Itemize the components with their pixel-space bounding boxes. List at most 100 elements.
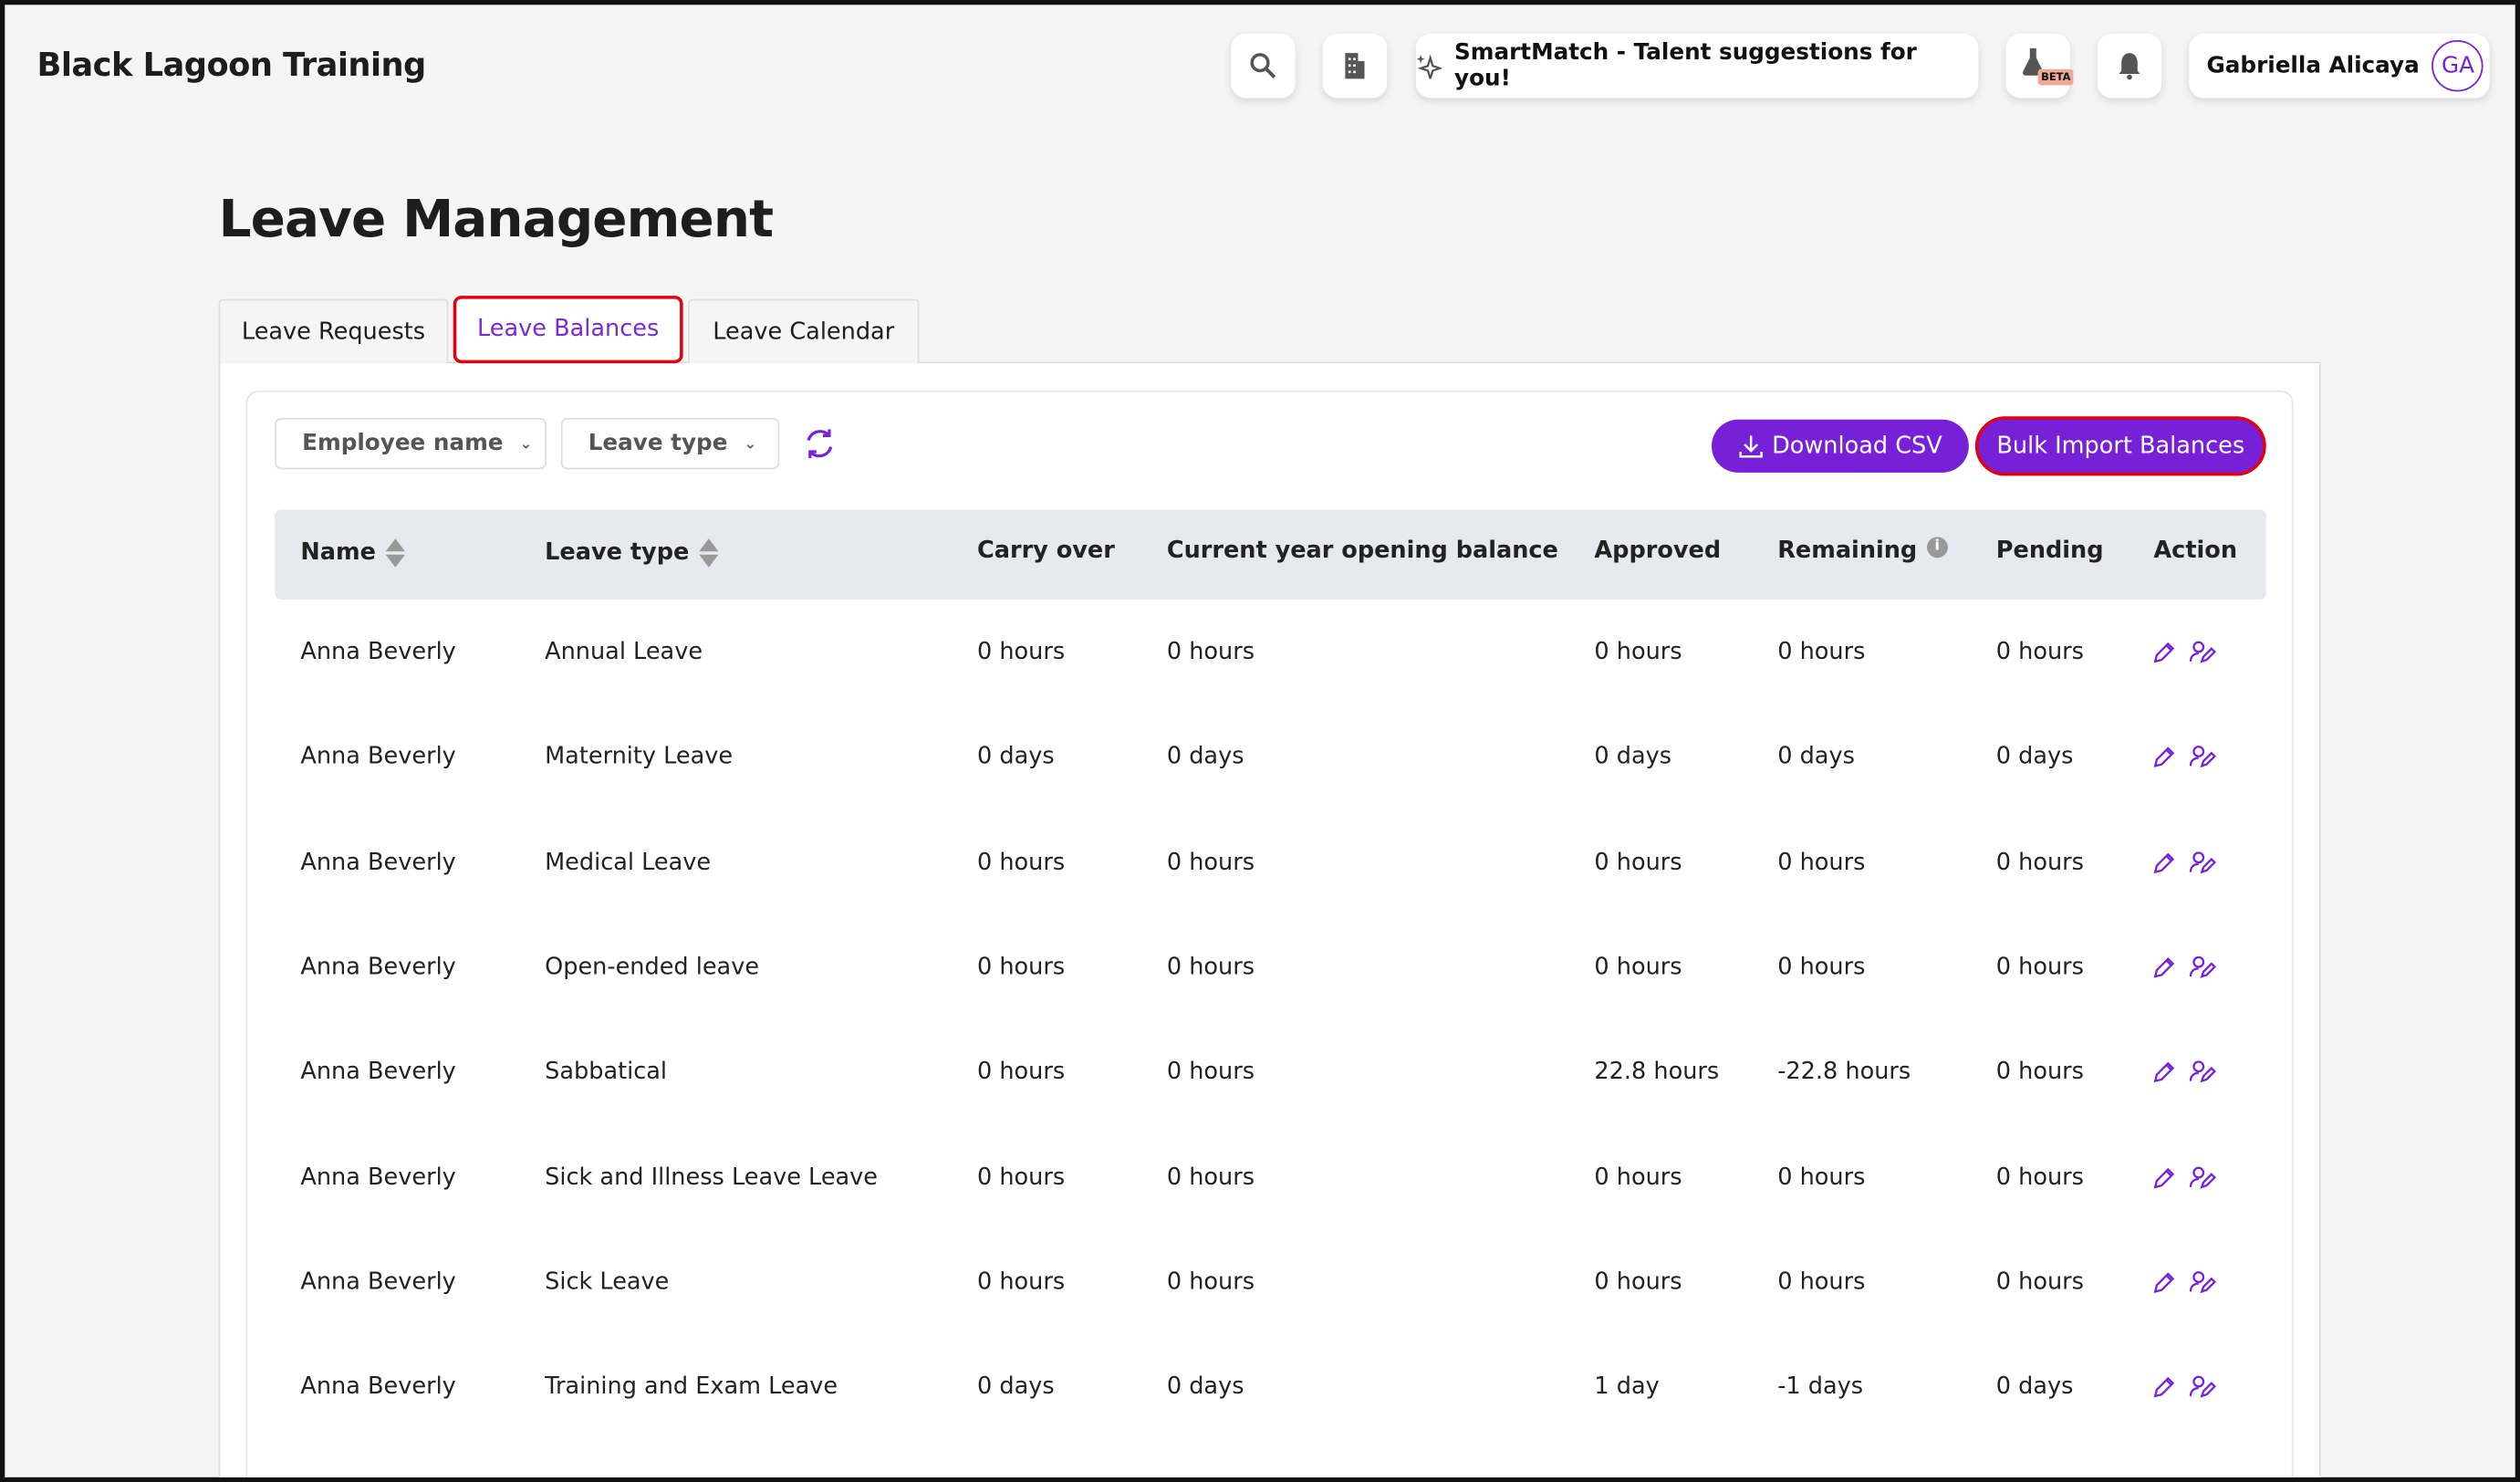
cell-leave-type: Maternity Leave: [545, 745, 734, 771]
cell-opening-balance: 0 days: [1166, 1374, 1244, 1401]
edit-pencil-icon[interactable]: [2152, 746, 2176, 769]
download-csv-button[interactable]: Download CSV: [1711, 419, 1969, 473]
edit-pencil-icon[interactable]: [2152, 851, 2176, 874]
notifications-button[interactable]: [2097, 33, 2162, 99]
tab-leave-calendar[interactable]: Leave Calendar: [687, 298, 920, 364]
edit-pencil-icon[interactable]: [2152, 1060, 2176, 1084]
cell-opening-balance: 0 hours: [1166, 1164, 1255, 1191]
chevron-down-icon: ⌄: [744, 434, 757, 453]
cell-pending: 0 hours: [1995, 640, 2084, 666]
column-header-leave-type[interactable]: Leave type: [545, 538, 719, 568]
labs-beta-button[interactable]: BETA: [2005, 33, 2074, 99]
cell-pending: 0 hours: [1995, 955, 2084, 981]
organization-button[interactable]: [1322, 33, 1388, 99]
column-header-name[interactable]: Name: [300, 538, 405, 568]
avatar: GA: [2431, 40, 2484, 92]
leave-type-filter[interactable]: Leave type ⌄: [560, 417, 780, 470]
cell-name: Anna Beverly: [300, 1059, 456, 1086]
cell-pending: 0 days: [1995, 1374, 2074, 1401]
column-label: Name: [300, 539, 376, 567]
row-actions: [2152, 851, 2216, 874]
employee-name-filter[interactable]: Employee name ⌄: [275, 417, 547, 470]
row-actions: [2152, 1270, 2216, 1294]
column-header-carry-over: Carry over: [977, 538, 1115, 564]
smartmatch-button[interactable]: SmartMatch - Talent suggestions for you!: [1415, 33, 1979, 99]
edit-user-icon[interactable]: [2189, 851, 2216, 874]
page-title: Leave Management: [218, 188, 774, 250]
cell-approved: 0 hours: [1594, 1164, 1682, 1191]
cell-opening-balance: 0 days: [1166, 745, 1244, 771]
cell-carry-over: 0 hours: [976, 1059, 1066, 1086]
edit-pencil-icon[interactable]: [2152, 641, 2176, 664]
edit-user-icon[interactable]: [2189, 1375, 2216, 1399]
user-name: Gabriella Alicaya: [2206, 53, 2420, 79]
cell-opening-balance: 0 hours: [1166, 1269, 1255, 1296]
beta-badge: BETA: [2037, 68, 2074, 86]
edit-user-icon[interactable]: [2189, 1270, 2216, 1294]
cell-carry-over: 0 hours: [976, 955, 1066, 981]
bulk-import-balances-button[interactable]: Bulk Import Balances: [1974, 416, 2266, 476]
column-header-remaining: Remaining i: [1777, 536, 1948, 564]
cell-opening-balance: 0 hours: [1166, 955, 1255, 981]
employee-filter-label: Employee name: [302, 431, 504, 457]
leave-type-filter-label: Leave type: [588, 431, 728, 457]
download-icon: [1738, 435, 1763, 458]
cell-pending: 0 hours: [1995, 850, 2084, 876]
edit-user-icon[interactable]: [2189, 1165, 2216, 1189]
info-icon[interactable]: i: [1926, 536, 1948, 558]
edit-user-icon[interactable]: [2189, 641, 2216, 664]
cell-leave-type: Annual Leave: [545, 640, 703, 666]
cell-approved: 0 hours: [1594, 640, 1682, 666]
edit-pencil-icon[interactable]: [2152, 1165, 2176, 1189]
row-actions: [2152, 641, 2216, 664]
column-header-opening-balance: Current year opening balance: [1167, 538, 1558, 564]
search-button[interactable]: [1231, 33, 1296, 99]
cell-carry-over: 0 days: [976, 1374, 1055, 1401]
cell-name: Anna Beverly: [300, 850, 456, 876]
tab-leave-balances[interactable]: Leave Balances: [453, 296, 683, 364]
flask-icon: [2023, 47, 2044, 76]
cell-remaining: 0 hours: [1777, 850, 1866, 876]
cell-leave-type: Medical Leave: [545, 850, 712, 876]
cell-pending: 0 hours: [1995, 1059, 2084, 1086]
bell-icon: [2119, 53, 2140, 80]
column-label: Leave type: [545, 539, 690, 567]
cell-carry-over: 0 hours: [976, 850, 1066, 876]
row-actions: [2152, 1165, 2216, 1189]
cell-name: Anna Beverly: [300, 1164, 456, 1191]
cell-pending: 0 hours: [1995, 1164, 2084, 1191]
edit-pencil-icon[interactable]: [2152, 955, 2176, 979]
edit-user-icon[interactable]: [2189, 746, 2216, 769]
column-label: Action: [2153, 538, 2238, 565]
cell-opening-balance: 0 hours: [1166, 640, 1255, 666]
cell-carry-over: 0 days: [976, 745, 1055, 771]
cell-remaining: 0 hours: [1777, 1269, 1866, 1296]
edit-user-icon[interactable]: [2189, 1060, 2216, 1084]
edit-pencil-icon[interactable]: [2152, 1270, 2176, 1294]
column-header-pending: Pending: [1996, 538, 2104, 564]
cell-approved: 0 hours: [1594, 850, 1682, 876]
refresh-button[interactable]: [802, 426, 838, 462]
cell-remaining: -1 days: [1777, 1374, 1864, 1401]
user-menu[interactable]: Gabriella Alicaya GA: [2189, 33, 2490, 99]
edit-pencil-icon[interactable]: [2152, 1375, 2176, 1399]
cell-remaining: 0 hours: [1777, 955, 1866, 981]
cell-carry-over: 0 hours: [976, 640, 1066, 666]
cell-leave-type: Training and Exam Leave: [545, 1374, 838, 1401]
cell-name: Anna Beverly: [300, 640, 456, 666]
download-csv-label: Download CSV: [1772, 433, 1942, 459]
chevron-down-icon: ⌄: [519, 434, 533, 453]
cell-leave-type: Open-ended leave: [545, 955, 760, 981]
cell-remaining: -22.8 hours: [1777, 1059, 1911, 1086]
column-label: Current year opening balance: [1166, 538, 1558, 565]
column-header-action: Action: [2153, 538, 2237, 564]
cell-leave-type: Sick Leave: [545, 1269, 670, 1296]
cell-opening-balance: 0 hours: [1166, 1059, 1255, 1086]
edit-user-icon[interactable]: [2189, 955, 2216, 979]
cell-opening-balance: 0 hours: [1166, 850, 1255, 876]
tab-leave-requests[interactable]: Leave Requests: [218, 298, 449, 364]
sort-icon[interactable]: [385, 538, 405, 568]
cell-pending: 0 days: [1995, 745, 2074, 771]
sort-icon[interactable]: [698, 538, 719, 568]
smartmatch-label: SmartMatch - Talent suggestions for you!: [1454, 40, 1917, 92]
